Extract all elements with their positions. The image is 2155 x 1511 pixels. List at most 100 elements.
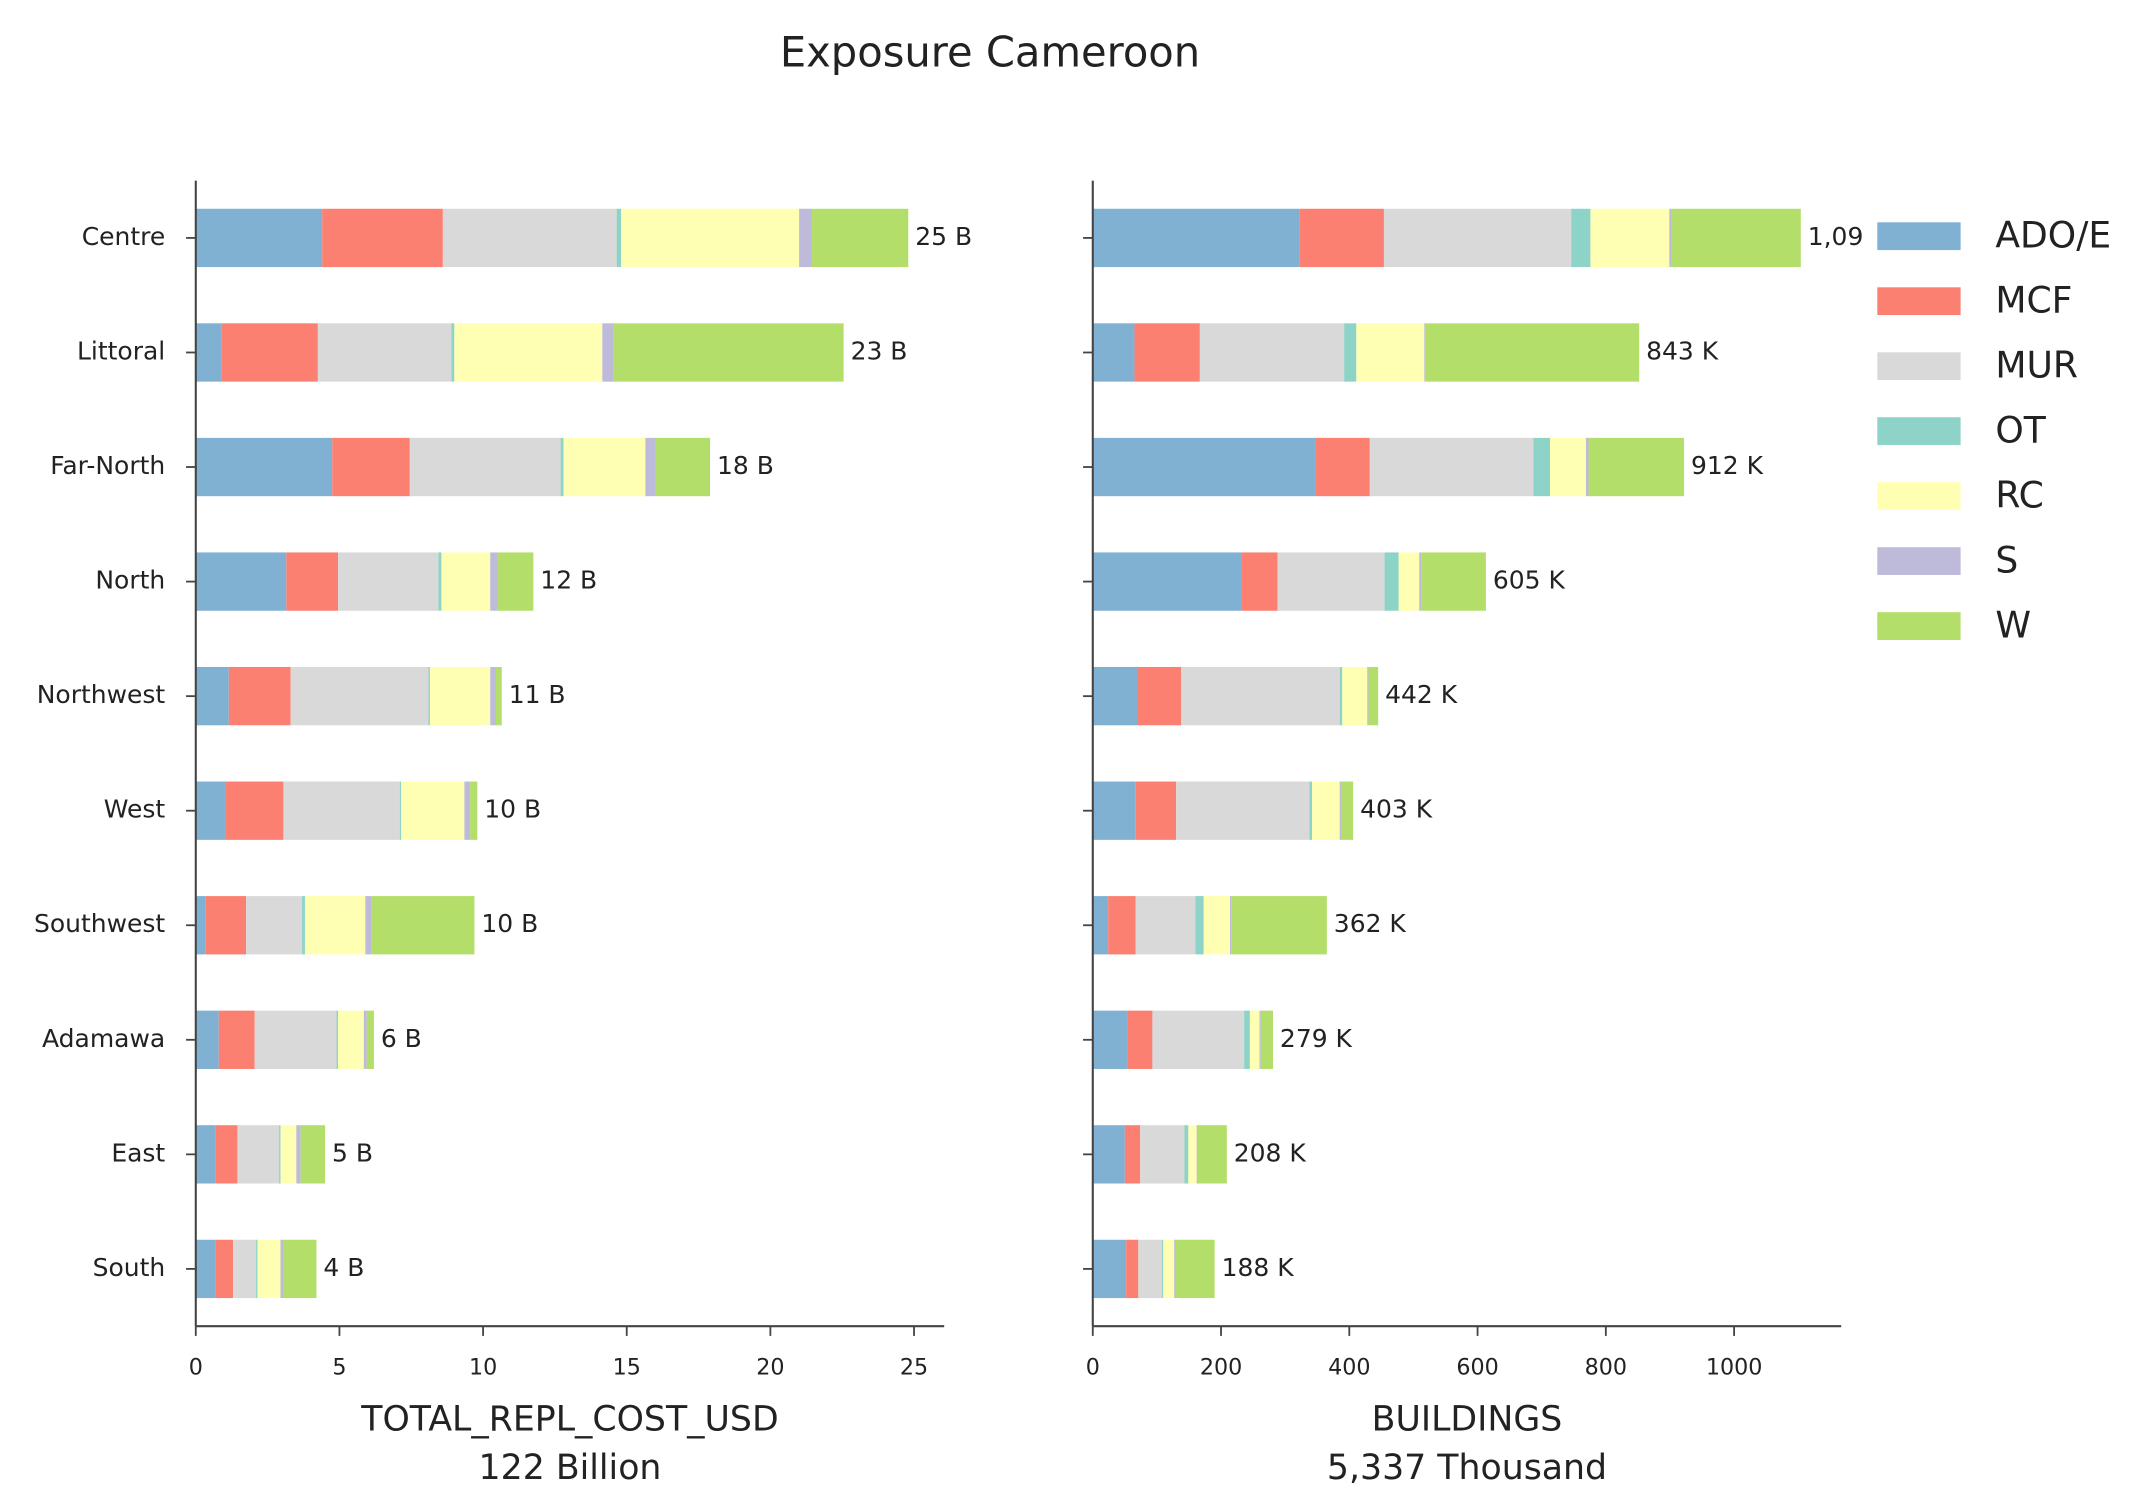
bar-segment: [1571, 208, 1591, 268]
bar-segment: [454, 323, 603, 382]
y-tick-label: Southwest: [34, 909, 165, 938]
bar-segment: [1369, 437, 1534, 497]
bar-segment: [1174, 1239, 1176, 1299]
bar-segment: [1342, 666, 1368, 726]
legend-swatch: [1877, 482, 1961, 511]
bar-segment: [470, 781, 478, 840]
bar-segment: [812, 208, 909, 268]
bar-segment: [602, 323, 614, 382]
bar-segment: [1550, 437, 1586, 497]
bar-segment: [1419, 552, 1422, 611]
bar-segment: [195, 1125, 216, 1184]
bar-segment: [1309, 781, 1313, 840]
bar-segment: [464, 781, 471, 840]
total-label: 4 B: [323, 1253, 364, 1282]
total-label: 188 K: [1222, 1253, 1295, 1282]
bar-segment: [441, 552, 491, 611]
total-label: 6 B: [381, 1024, 422, 1053]
bar-segment: [1092, 896, 1109, 955]
bar-segment: [1203, 896, 1231, 955]
x-tick-label: 25: [900, 1354, 928, 1380]
bar-segment: [1092, 323, 1135, 382]
bar-segment: [1196, 1125, 1198, 1184]
bar-segment: [1197, 1125, 1227, 1184]
bar-segment: [1671, 208, 1801, 268]
bar-segment: [428, 666, 430, 726]
bar-segment: [1195, 896, 1204, 955]
bar-segment: [1184, 1125, 1189, 1184]
x-tick-label: 800: [1585, 1354, 1627, 1380]
bar-segment: [1108, 896, 1136, 955]
total-label: 25 B: [915, 222, 972, 251]
bar-segment: [195, 1239, 216, 1299]
total-label: 12 B: [540, 566, 597, 595]
bar-segment: [1092, 552, 1242, 611]
bar-segment: [283, 781, 400, 840]
bar-segment: [560, 437, 564, 497]
bar-segment: [322, 208, 443, 268]
bar-segment: [1124, 1125, 1141, 1184]
bar-segment: [1356, 323, 1425, 382]
bar-segment: [280, 1125, 297, 1184]
x-tick-label: 200: [1200, 1354, 1242, 1380]
bar-segment: [215, 1125, 238, 1184]
bar-segment: [1092, 666, 1138, 726]
bar-segment: [1137, 666, 1182, 726]
bar-segment: [490, 666, 497, 726]
total-label: 10 B: [484, 795, 541, 824]
bar-segment: [497, 552, 534, 611]
bar-segment: [1134, 323, 1200, 382]
legend-swatch: [1877, 222, 1961, 251]
bar-segment: [1425, 323, 1640, 382]
bar-segment: [1230, 896, 1232, 955]
bar-segment: [337, 552, 439, 611]
bar-segment: [195, 552, 287, 611]
bar-segment: [1344, 323, 1357, 382]
bar-segment: [645, 437, 656, 497]
bar-segment: [365, 896, 372, 955]
bar-segment: [1259, 1010, 1261, 1069]
y-tick-label: Far-North: [50, 451, 165, 480]
x-tick-label: 600: [1456, 1354, 1498, 1380]
bar-segment: [399, 781, 402, 840]
bar-segment: [1339, 666, 1343, 726]
bar-segment: [1588, 437, 1685, 497]
bar-segment: [280, 1239, 284, 1299]
total-label: 403 K: [1360, 795, 1433, 824]
legend-label: W: [1995, 603, 2031, 646]
bar-segment: [496, 666, 502, 726]
bar-segment: [195, 1010, 219, 1069]
bar-segment: [1199, 323, 1345, 382]
bar-segment: [296, 1125, 301, 1184]
bar-segment: [1299, 208, 1384, 268]
bar-segment: [1368, 666, 1379, 726]
x-tick-label: 0: [1086, 1354, 1100, 1380]
x-axis-note: 5,337 Thousand: [1327, 1448, 1607, 1488]
bar-segment: [1244, 1010, 1250, 1069]
total-label: 362 K: [1334, 909, 1407, 938]
bar-segment: [1277, 552, 1385, 611]
bar-segment: [1585, 437, 1589, 497]
bar-segment: [1176, 781, 1310, 840]
bar-segment: [799, 208, 813, 268]
total-label: 5 B: [332, 1138, 373, 1167]
bar-segment: [1181, 666, 1340, 726]
bar-segment: [1092, 1010, 1128, 1069]
bar-segment: [304, 896, 366, 955]
figure-title: Exposure Cameroon: [780, 28, 1200, 77]
bar-segment: [195, 781, 226, 840]
bar-segment: [1590, 208, 1670, 268]
x-tick-label: 10: [469, 1354, 497, 1380]
bar-segment: [237, 1125, 280, 1184]
bar-segment: [205, 896, 247, 955]
bar-segment: [1312, 781, 1340, 840]
bar-segment: [1140, 1125, 1185, 1184]
x-tick-label: 20: [756, 1354, 784, 1380]
total-label: 442 K: [1385, 680, 1458, 709]
bar-segment: [616, 208, 621, 268]
y-tick-label: West: [104, 795, 166, 824]
bar-segment: [451, 323, 455, 382]
bar-segment: [257, 1239, 281, 1299]
bar-segment: [256, 1239, 258, 1299]
